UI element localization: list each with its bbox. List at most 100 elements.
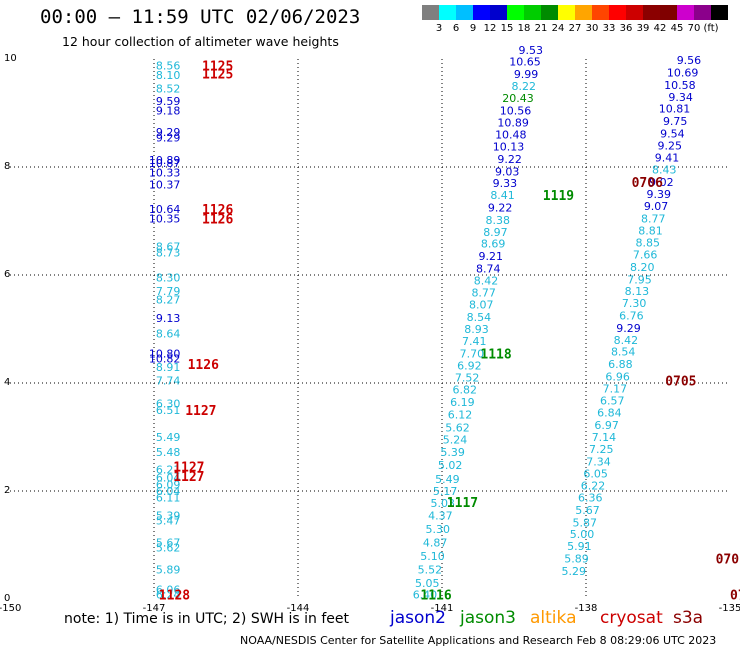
wave-height-label: 5.00 [570, 528, 595, 541]
wave-height-label: 6.96 [605, 371, 630, 384]
color-swatch [643, 5, 660, 20]
wave-height-label: 8.85 [636, 237, 661, 250]
wave-height-label: 10.80 [149, 347, 181, 360]
wave-height-label: 6.88 [608, 358, 633, 371]
wave-height-label: 7.41 [462, 335, 487, 348]
wave-height-label: 8.54 [467, 311, 492, 324]
wave-height-label: 6.04 [156, 485, 181, 498]
wave-height-label: 6.40 [413, 589, 438, 602]
color-scale-tick: (ft) [703, 23, 719, 34]
wave-height-label: 7.66 [633, 248, 658, 261]
wave-height-label: 9.29 [616, 322, 641, 335]
pass-number-label: 1119 [543, 189, 574, 204]
y-tick-label: 2 [4, 485, 10, 496]
wave-height-label: 6.11 [156, 491, 181, 504]
pass-number-label: 1125 [202, 59, 233, 74]
wave-height-label: 9.03 [495, 165, 520, 178]
color-scale-tick: 39 [636, 23, 650, 34]
wave-height-label: 9.39 [646, 188, 671, 201]
color-swatch [677, 5, 694, 20]
pass-number-label: 07 [730, 589, 740, 604]
wave-height-label: 8.42 [474, 274, 499, 287]
wave-height-label: 6.22 [581, 480, 606, 493]
color-swatch [660, 5, 677, 20]
wave-height-label: 6.76 [619, 310, 644, 323]
wave-height-label: 7.14 [592, 431, 617, 444]
wave-height-label: 6.06 [156, 583, 181, 596]
color-swatch [541, 5, 558, 20]
color-scale-tick: 36 [619, 23, 633, 34]
wave-height-label: 5.24 [443, 434, 468, 447]
color-swatch [626, 5, 643, 20]
wave-height-label: 5.05 [415, 577, 440, 590]
color-scale-tick: 70 [687, 23, 701, 34]
pass-number-label: 1126 [202, 203, 233, 218]
wave-height-label: 7.52 [455, 372, 480, 385]
wave-height-label: 6.05 [583, 468, 608, 481]
wave-height-label: 5.17 [433, 485, 458, 498]
wave-height-label: 9.33 [493, 177, 518, 190]
pass-number-label: 1125 [202, 68, 233, 83]
color-swatch [507, 5, 524, 20]
wave-height-label: 8.93 [464, 323, 489, 336]
pass-number-label: 1127 [185, 404, 216, 419]
wave-height-label: 9.22 [488, 202, 513, 215]
legend-jason2: jason2 [390, 608, 446, 628]
wave-height-label: 9.13 [156, 312, 181, 325]
wave-height-label: 7.34 [586, 455, 611, 468]
legend-s3a: s3a [673, 608, 704, 628]
wave-height-label: 5.62 [156, 542, 181, 555]
wave-height-label: 10.48 [495, 129, 527, 142]
wave-height-label: 10.56 [500, 104, 532, 117]
wave-height-label: 7.17 [603, 382, 628, 395]
wave-height-label: 5.89 [156, 563, 181, 576]
wave-height-label: 8.73 [156, 246, 181, 259]
wave-height-label: 8.27 [156, 293, 181, 306]
units-note: note: 1) Time is in UTC; 2) SWH is in fe… [64, 611, 350, 627]
wave-height-label: 9.18 [156, 104, 181, 117]
color-scale-tick: 42 [653, 23, 667, 34]
y-tick-label: 0 [4, 593, 10, 604]
wave-height-label: 8.74 [476, 263, 501, 276]
wave-height-label: 9.75 [663, 115, 688, 128]
wave-height-label: 6.09 [156, 479, 181, 492]
wave-height-label: 9.56 [677, 54, 702, 67]
y-tick-label: 6 [4, 269, 10, 280]
wave-height-label: 6.04 [156, 472, 181, 485]
color-scale-tick: 30 [585, 23, 599, 34]
pass-number-label: 070 [716, 553, 740, 568]
color-swatch [490, 5, 507, 20]
color-swatch [439, 5, 456, 20]
wave-height-label: 5.03 [431, 497, 456, 510]
wave-height-label: 5.02 [438, 459, 463, 472]
wave-height-label: 5.49 [156, 431, 181, 444]
wave-height-label: 8.38 [485, 214, 510, 227]
wave-height-label: 8.67 [156, 240, 181, 253]
color-swatch [558, 5, 575, 20]
wave-height-label: 10.81 [659, 103, 691, 116]
wave-height-label: 10.89 [149, 154, 181, 167]
wave-height-label: 8.43 [652, 164, 677, 177]
wave-height-label: 10.65 [509, 56, 541, 69]
wave-height-label: 8.30 [156, 272, 181, 285]
wave-height-label: 4.37 [428, 509, 453, 522]
wave-height-label: 8.77 [471, 286, 496, 299]
wave-height-label: 5.29 [562, 565, 587, 578]
wave-height-label: 5.67 [575, 504, 600, 517]
pass-number-label: 1118 [480, 347, 511, 362]
color-scale-tick: 33 [602, 23, 616, 34]
wave-height-label: 10.37 [149, 178, 181, 191]
color-scale-tick: 21 [534, 23, 548, 34]
color-swatch [592, 5, 609, 20]
pass-number-label: 1128 [159, 589, 190, 604]
wave-height-label: 6.19 [450, 396, 475, 409]
wave-height-label: 7.95 [627, 273, 652, 286]
wave-height-label: 10.35 [149, 212, 181, 225]
wave-height-label: 9.99 [514, 68, 539, 81]
wave-height-label: 9.22 [497, 153, 522, 166]
wave-height-label: 6.82 [453, 383, 478, 396]
wave-height-label: 5.39 [156, 509, 181, 522]
wave-height-label: 9.53 [519, 44, 544, 57]
wave-height-label: 5.39 [440, 446, 465, 459]
